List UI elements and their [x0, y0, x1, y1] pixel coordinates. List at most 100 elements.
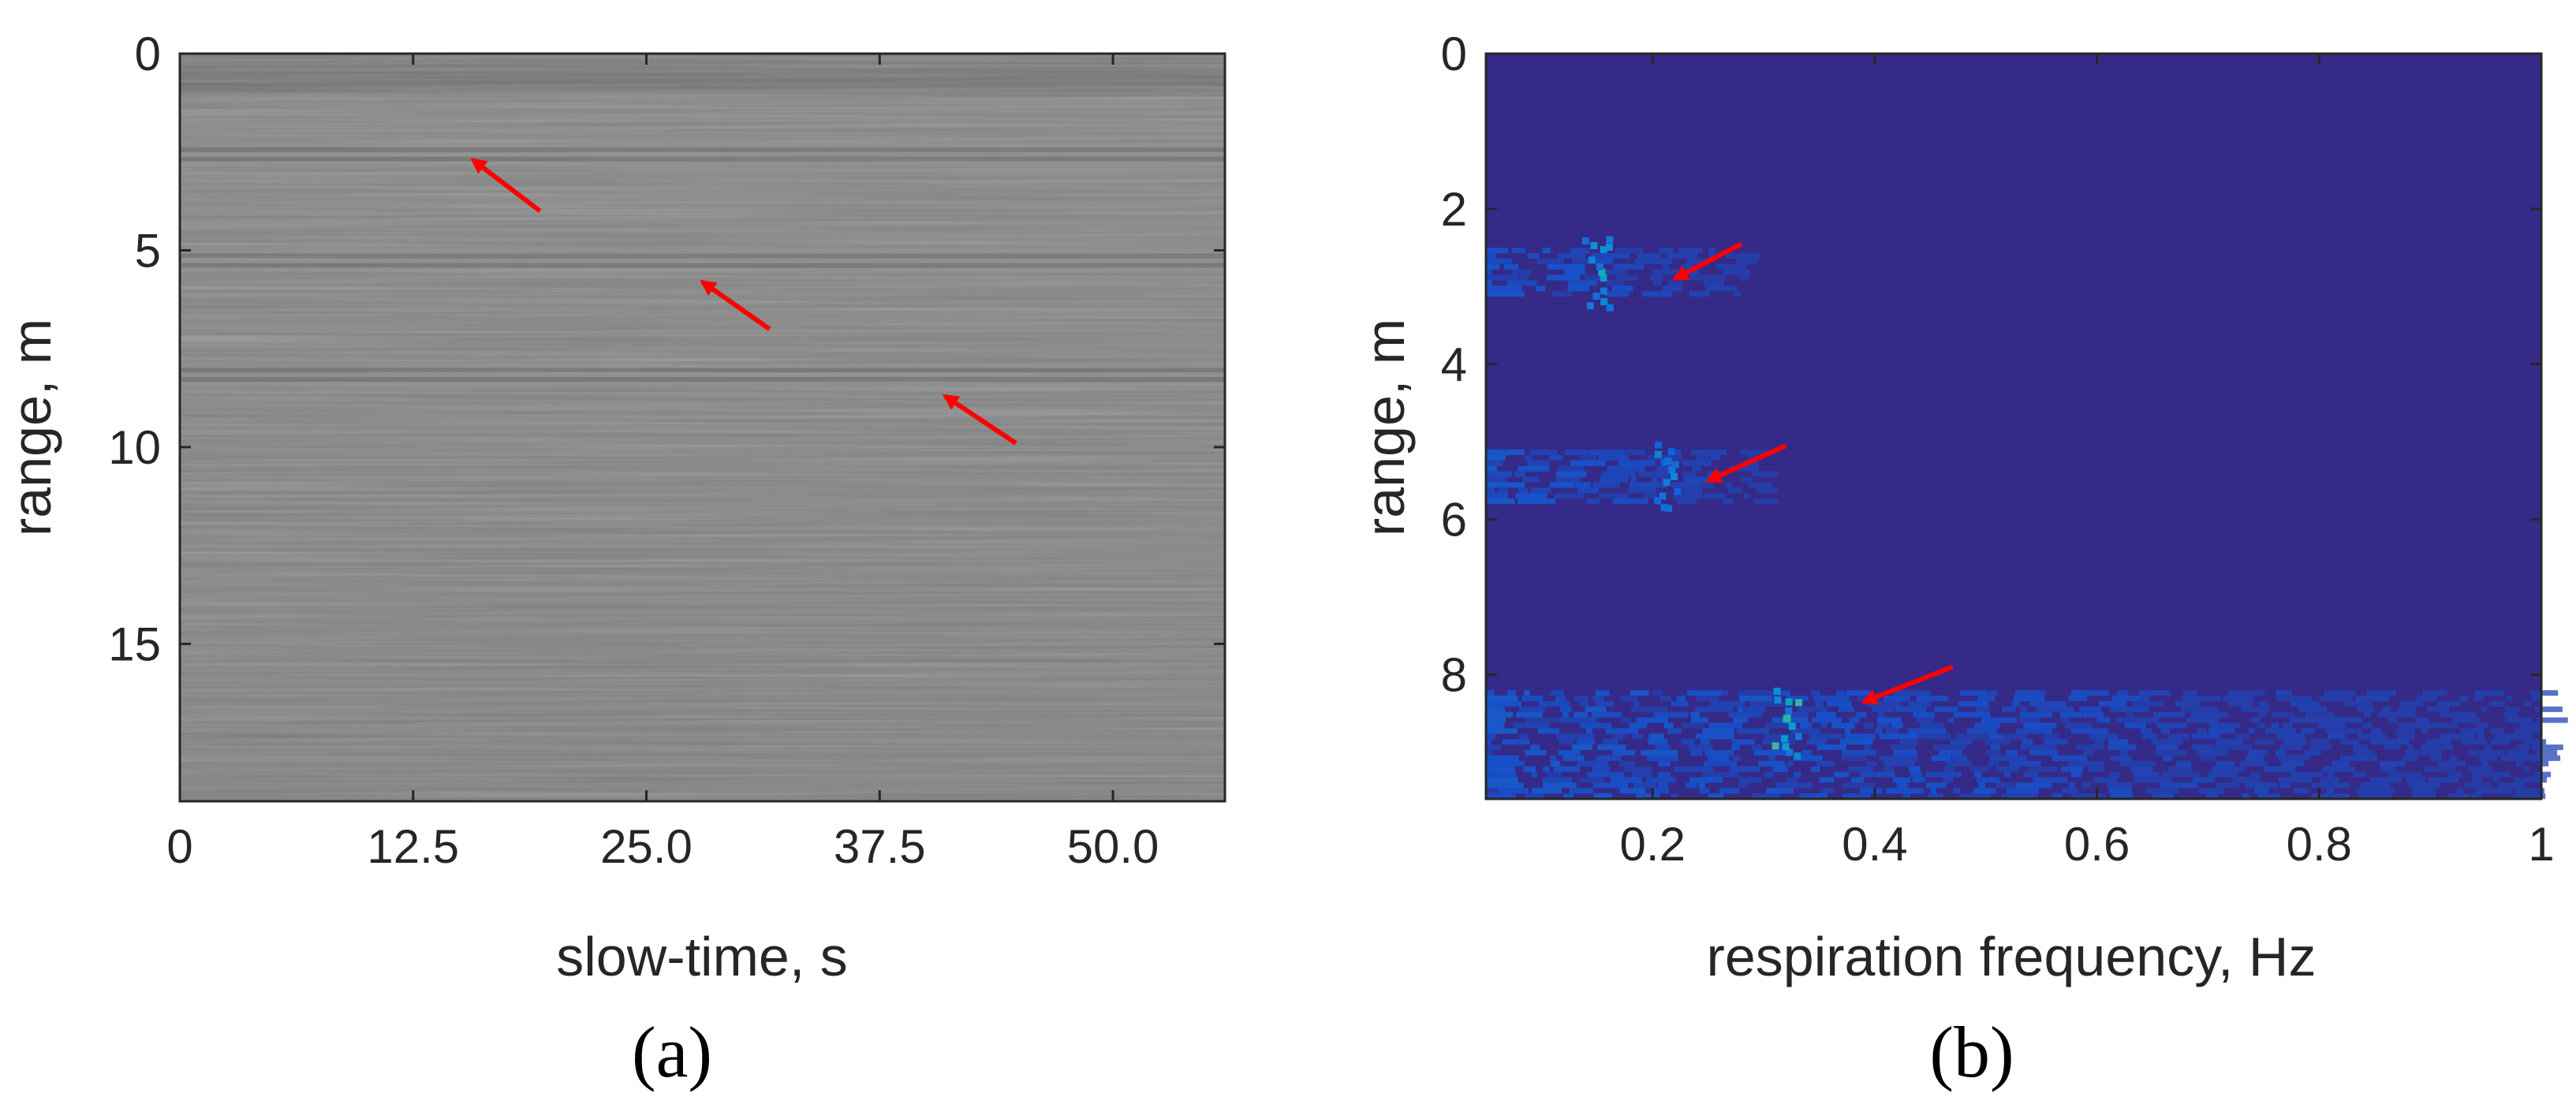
spectrum-cell: [2007, 788, 2039, 794]
spectrum-hotspot: [1773, 688, 1781, 696]
spectrum-cell: [2019, 717, 2040, 723]
panel-a-xlabel: slow-time, s: [556, 926, 847, 987]
spectrum-cell: [2213, 744, 2253, 751]
spectrum-cell: [2019, 711, 2052, 718]
spectrum-hotspot: [1600, 246, 1607, 254]
spectrum-cell: [1891, 744, 1917, 751]
spectrum-cell: [1604, 269, 1626, 275]
spectrum-cell: [1928, 793, 1943, 800]
spectrum-cell: [2362, 722, 2373, 729]
x-tick-label: 0.4: [1842, 818, 1907, 871]
spectrum-cell: [1633, 782, 1656, 789]
spectrum-cell: [1738, 690, 1777, 696]
spectrum-cell: [2036, 706, 2074, 712]
spectrum-cell: [1877, 722, 1890, 729]
spectrum-cell: [1677, 498, 1697, 505]
y-tick-label: 5: [135, 224, 161, 277]
spectrum-cell: [2363, 711, 2371, 718]
spectrum-cell: [1559, 749, 1581, 756]
spectrum-cell: [1542, 248, 1551, 254]
spectrum-cell: [1741, 476, 1753, 483]
spectrum-cell: [2141, 696, 2150, 702]
spectrum-cell: [1883, 696, 1910, 702]
spectrum-cell: [2241, 706, 2269, 712]
spectrum-cell: [1977, 696, 1995, 702]
spectrum-cell: [1629, 722, 1648, 729]
x-tick-label: 0.6: [2064, 818, 2130, 871]
spectrum-cell: [1486, 717, 1506, 723]
spectrum-cell: [1556, 733, 1595, 740]
spectrum-cell: [1638, 471, 1674, 477]
panel-a-bands: [180, 142, 1225, 387]
spectrum-cell: [1646, 755, 1679, 761]
spectrum-cell: [1486, 248, 1508, 254]
spectrum-cell: [1764, 733, 1794, 740]
spectrum-cell: [2407, 744, 2414, 751]
spectrum-cell: [1578, 777, 1604, 783]
radargram-band: [180, 263, 1225, 268]
spectrum-cell: [2015, 782, 2052, 789]
spectrum-cell: [1728, 711, 1762, 718]
x-tick-label: 12.5: [367, 820, 459, 873]
spectrum-cell: [2328, 717, 2363, 723]
spectrum-cell: [1486, 269, 1492, 275]
spectrum-hotspot: [1660, 458, 1668, 466]
annotation-arrow: [1861, 664, 1954, 705]
spectrum-cell: [2107, 782, 2134, 789]
spectrum-cell: [2387, 717, 2399, 723]
spectrum-cell: [2477, 733, 2485, 740]
spectrum-hotspot: [1590, 241, 1598, 249]
spectrum-cell: [2208, 771, 2238, 778]
radargram-band: [180, 382, 1225, 387]
spectrum-cell: [2115, 717, 2131, 723]
spectrum-cell: [1579, 700, 1589, 707]
spectrum-cell: [2234, 733, 2249, 740]
spectrum-cell: [1683, 476, 1712, 483]
panel-b-axes-box: [1484, 52, 2543, 800]
spectrum-cell: [1486, 722, 1505, 729]
spectrum-cell: [1628, 487, 1656, 494]
spectrum-cell: [1612, 749, 1636, 756]
spectrum-cell: [1793, 755, 1823, 761]
spectrum-cell: [2396, 728, 2415, 734]
spectrum-cell: [1549, 755, 1556, 761]
spectrum-cell: [2489, 700, 2505, 707]
spectrum-cell: [1753, 498, 1779, 505]
spectrum-cell: [2303, 749, 2321, 756]
spectrum-cell: [1559, 717, 1597, 723]
spectrum-cell: [1486, 450, 1525, 456]
spectrum-cell: [2343, 700, 2373, 707]
spectrum-cell: [2301, 728, 2316, 734]
spectrum-cell: [1708, 793, 1724, 800]
spectrum-cell: [1620, 696, 1637, 702]
spectrum-cell: [2152, 711, 2185, 718]
spectrum-hotspot: [1671, 461, 1679, 468]
spectrum-cell: [1978, 782, 1986, 789]
y-tick-label: 0: [1441, 28, 1467, 80]
spectrum-cell: [1844, 733, 1876, 740]
spectrum-cell: [1486, 771, 1517, 778]
spectrum-cell: [1787, 711, 1809, 718]
spectrum-cell: [1699, 274, 1727, 281]
spectrum-cell: [1557, 252, 1586, 259]
spectrum-cell: [2490, 739, 2511, 745]
spectrum-cell: [2108, 788, 2133, 794]
spectrum-cell: [1632, 733, 1643, 740]
spectrum-hotspot: [1794, 752, 1801, 760]
annotation-arrow: [470, 158, 542, 213]
spectrum-cell: [1916, 696, 1949, 702]
spectrum-cell: [1522, 476, 1540, 483]
spectrum-cell: [2186, 717, 2219, 723]
spectrum-cell: [1559, 739, 1575, 745]
panel-b-hotspots: [1581, 236, 1803, 760]
spectrum-cell: [1719, 788, 1740, 794]
radargram-band: [180, 253, 1225, 259]
spectrum-cell: [1786, 777, 1798, 783]
spectrum-cell: [2196, 749, 2227, 756]
spectrum-cell: [2242, 793, 2249, 800]
spectrum-cell: [2162, 755, 2173, 761]
spectrum-cell: [2416, 696, 2438, 702]
spectrum-cell: [2094, 739, 2105, 745]
spectrum-cell: [1846, 690, 1871, 696]
spectrum-cell: [1913, 711, 1935, 718]
